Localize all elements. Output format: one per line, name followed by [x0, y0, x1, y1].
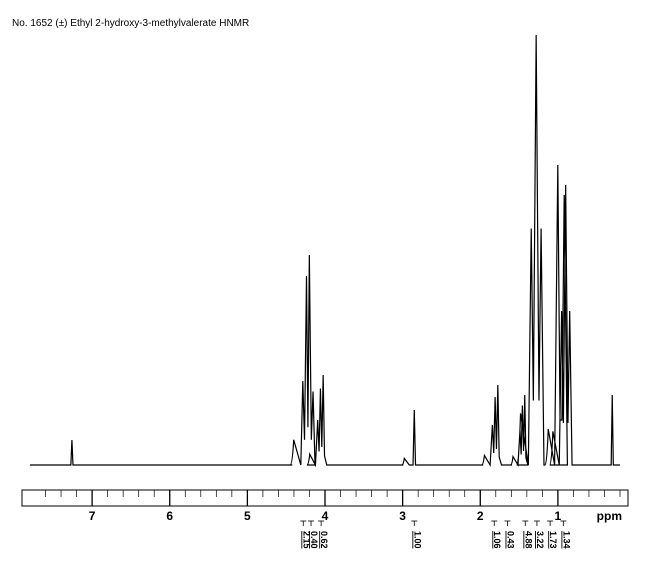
integral-value: 1.06	[492, 531, 502, 549]
integral-value: 1.34	[561, 531, 571, 549]
integral-value: 0.40	[309, 531, 319, 549]
axis-tick-label: 7	[89, 509, 96, 523]
axis-tick-label: 2	[477, 509, 484, 523]
integral-value: 3.22	[535, 531, 545, 549]
axis-tick-label: 3	[399, 509, 406, 523]
integral-value: 0.43	[505, 531, 515, 549]
axis-tick-label: 5	[244, 509, 251, 523]
axis-tick-label: 6	[166, 509, 173, 523]
integral-value: 1.73	[548, 531, 558, 549]
integral-value: 1.00	[412, 531, 422, 549]
integral-value: 4.88	[523, 531, 533, 549]
integral-value: 0.62	[319, 531, 329, 549]
spectrum-trace	[30, 35, 620, 465]
nmr-spectrum-plot: 7654321ppm2.150.400.621.001.060.434.883.…	[0, 0, 650, 577]
axis-unit-label: ppm	[597, 509, 622, 523]
